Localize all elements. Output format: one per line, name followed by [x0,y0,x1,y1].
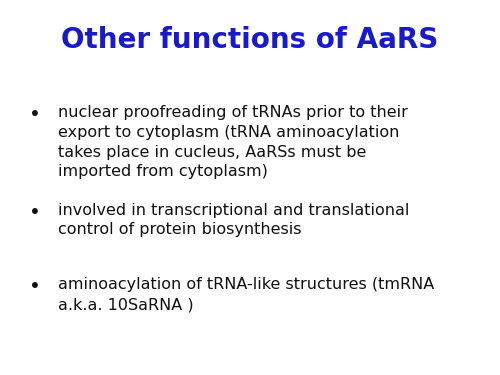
Text: Other functions of AaRS: Other functions of AaRS [62,26,438,54]
Text: •: • [29,202,41,222]
Text: •: • [29,278,41,297]
Text: nuclear proofreading of tRNAs prior to their
export to cytoplasm (tRNA aminoacyl: nuclear proofreading of tRNAs prior to t… [58,105,408,179]
Text: aminoacylation of tRNA-like structures (tmRNA
a.k.a. 10SaRNA ): aminoacylation of tRNA-like structures (… [58,278,434,312]
Text: •: • [29,105,41,124]
Text: involved in transcriptional and translational
control of protein biosynthesis: involved in transcriptional and translat… [58,202,409,237]
